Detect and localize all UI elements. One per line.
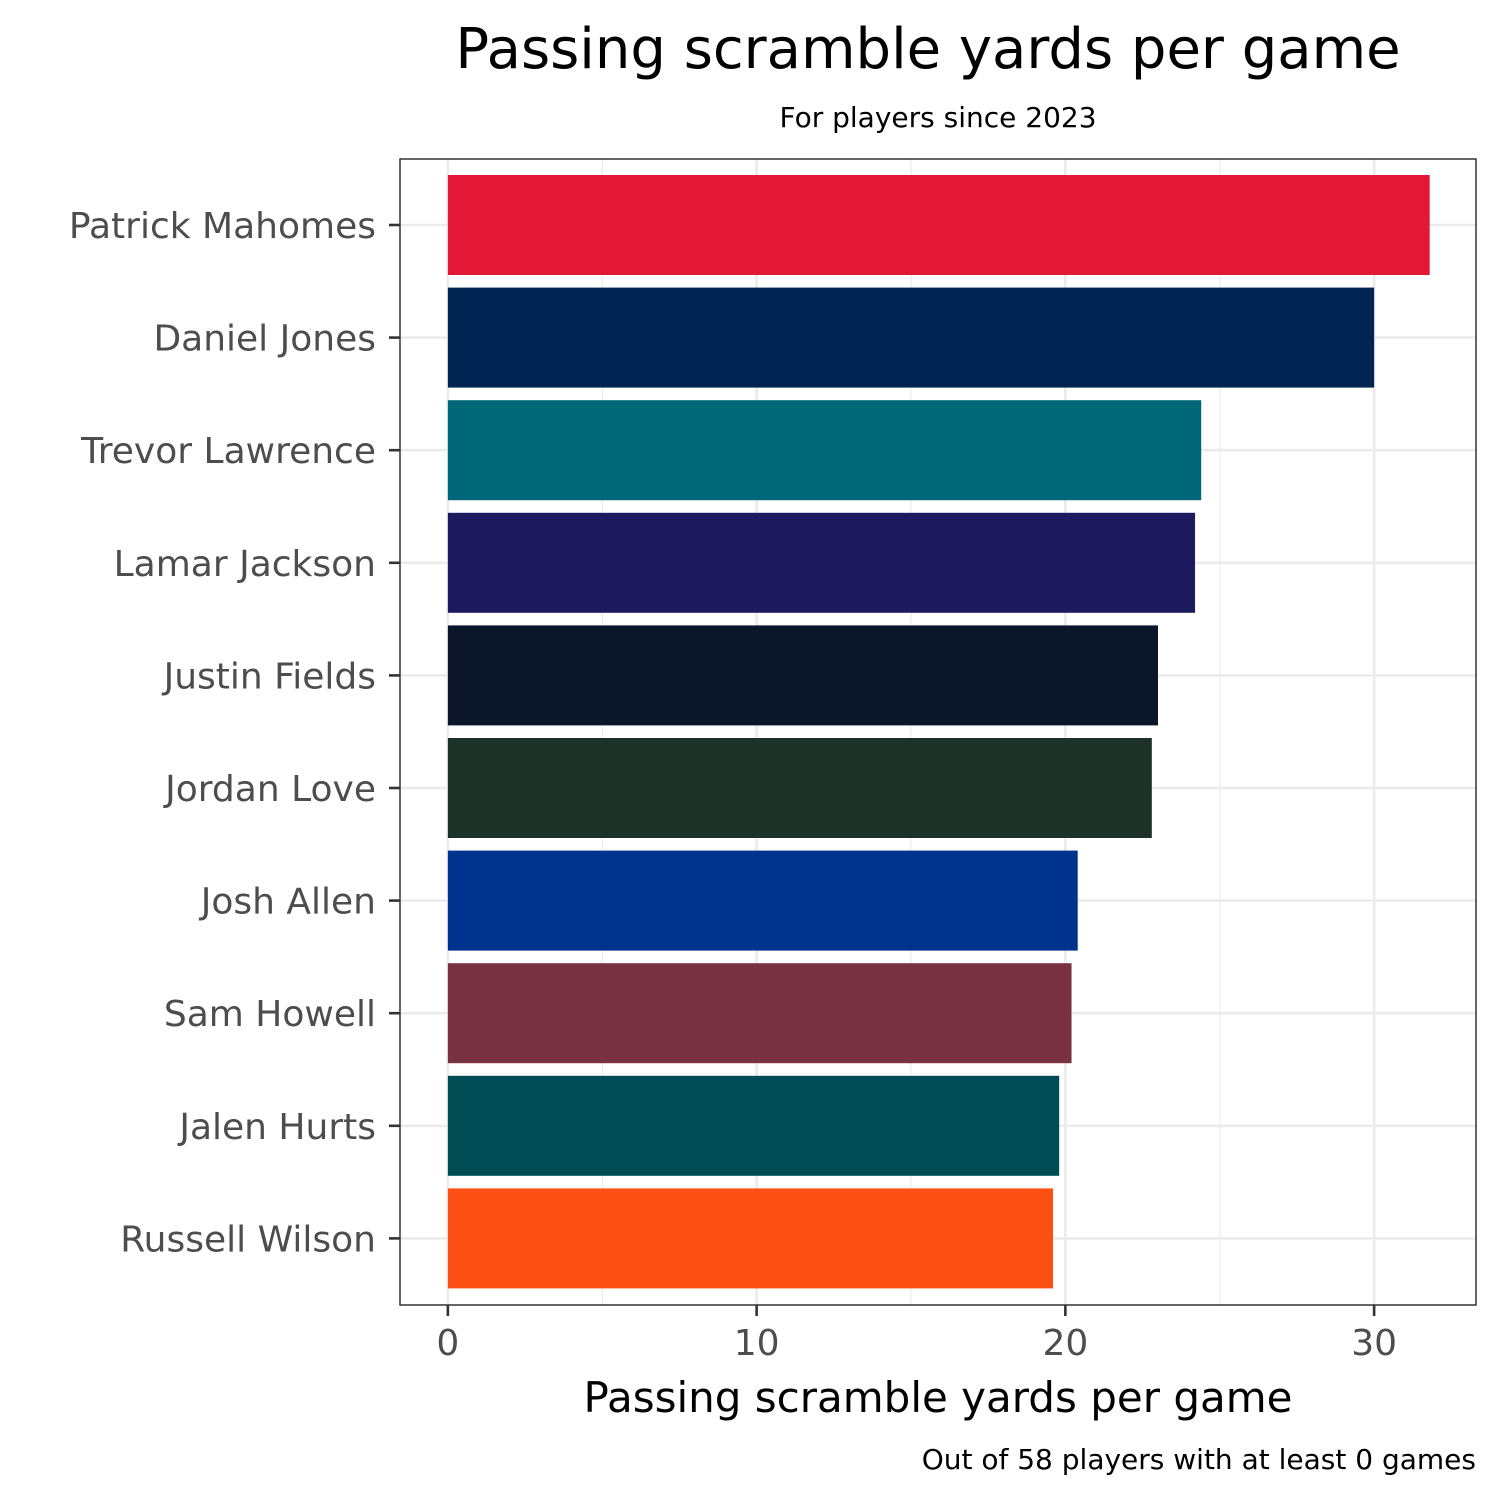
bar (447, 175, 1430, 275)
bar (447, 512, 1196, 613)
y-tick-label: Russell Wilson (120, 1219, 376, 1260)
x-tick-label: 0 (436, 1323, 459, 1364)
x-tick-label: 20 (1042, 1323, 1088, 1364)
y-tick-label: Sam Howell (164, 994, 376, 1035)
x-axis-title: Passing scramble yards per game (584, 1373, 1293, 1422)
bar (447, 738, 1152, 838)
y-tick-label: Josh Allen (199, 882, 376, 923)
bar (447, 1075, 1060, 1176)
y-tick-label: Daniel Jones (153, 319, 376, 360)
bars-layer (447, 175, 1430, 1289)
x-tick-label: 10 (734, 1323, 780, 1364)
y-tick-label: Trevor Lawrence (80, 431, 376, 472)
chart-subtitle: For players since 2023 (779, 101, 1096, 134)
y-tick-label: Jordan Love (163, 769, 376, 810)
bar (447, 400, 1202, 501)
x-tick-label: 30 (1351, 1323, 1397, 1364)
bar (447, 850, 1078, 951)
chart-title: Passing scramble yards per game (455, 17, 1400, 82)
y-tick-label: Lamar Jackson (114, 544, 376, 585)
bar (447, 963, 1072, 1064)
y-tick-label: Patrick Mahomes (69, 206, 376, 247)
y-tick-label: Jalen Hurts (177, 1107, 376, 1148)
y-axis: Patrick Mahomes Daniel Jones Trevor Lawren… (69, 206, 400, 1260)
panel-border (399, 158, 1477, 1306)
y-tick-label: Justin Fields (162, 656, 376, 697)
chart-caption: Out of 58 players with at least 0 games (922, 1443, 1476, 1476)
bar (447, 1188, 1054, 1289)
bar (447, 625, 1158, 726)
bar (447, 287, 1375, 388)
x-axis: 0 10 20 30 (436, 1305, 1397, 1364)
